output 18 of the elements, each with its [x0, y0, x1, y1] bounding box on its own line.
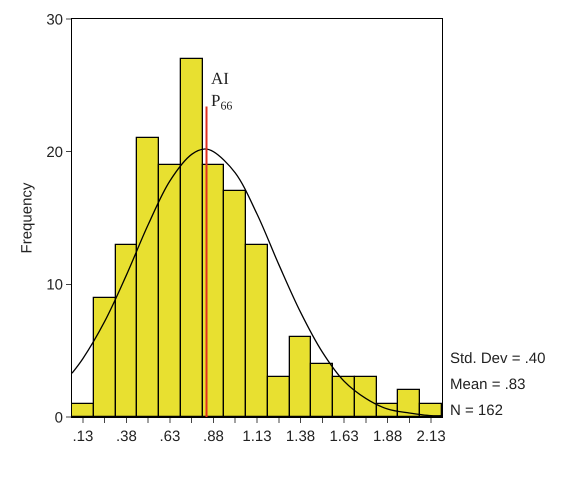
x-tick-label: .13 — [72, 428, 94, 445]
x-tick-label: 2.13 — [416, 428, 446, 445]
y-tick-label: 30 — [46, 11, 63, 28]
x-tick-label: .63 — [160, 428, 180, 445]
y-tick-label: 0 — [54, 409, 63, 426]
ref-line-label: AI P$_{66}$ — [211, 69, 232, 113]
x-tick-label: .88 — [203, 428, 224, 445]
x-tick-label: 1.38 — [286, 428, 316, 445]
text: Std. Dev = .40 — [450, 350, 546, 367]
text: N = 162 — [450, 402, 503, 419]
text: Mean = .83 — [450, 376, 526, 393]
y-tick-label: 20 — [46, 144, 63, 161]
x-tick-label: 1.88 — [372, 428, 402, 445]
y-axis-title: Frequency — [18, 182, 36, 254]
x-tick-label: 1.13 — [242, 428, 272, 445]
y-tick-label: 10 — [46, 276, 63, 294]
x-tick-label: 1.63 — [329, 428, 359, 445]
x-tick-label: .38 — [116, 428, 137, 445]
